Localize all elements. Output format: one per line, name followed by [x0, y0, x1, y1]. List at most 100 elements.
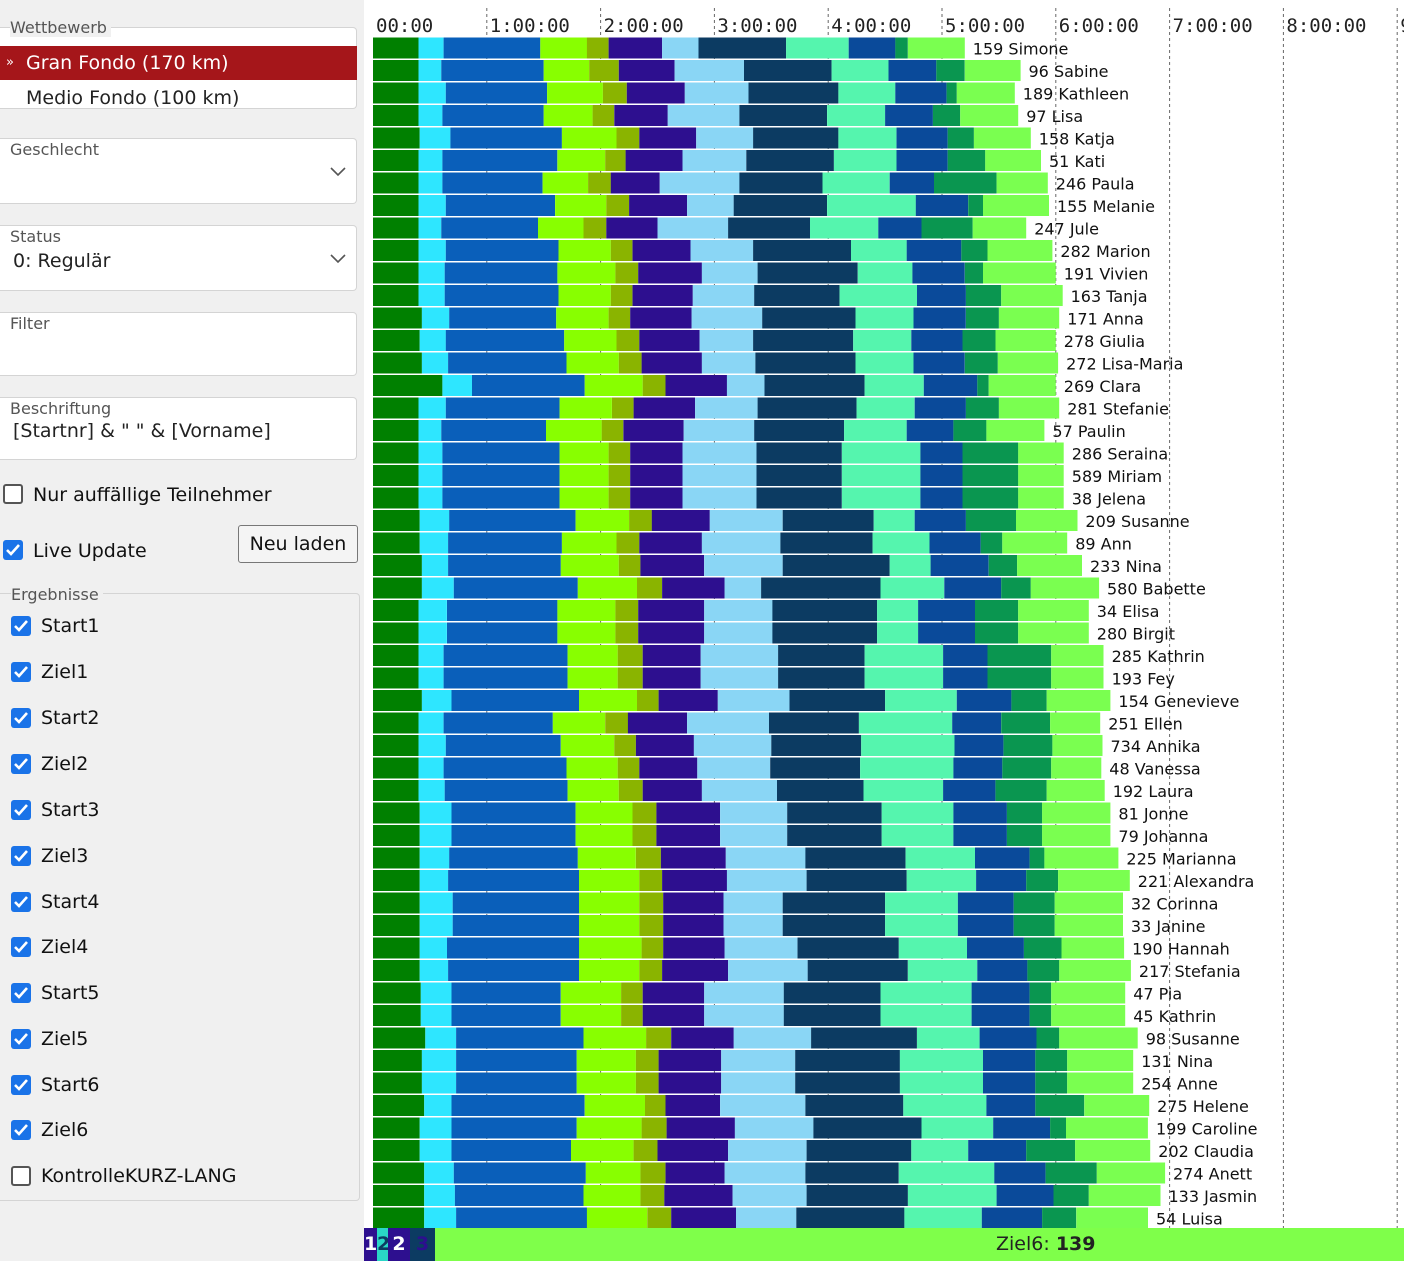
bar-segment — [720, 825, 788, 846]
bar-segment — [615, 600, 639, 621]
ergebnis-checkbox[interactable] — [11, 662, 31, 682]
status-label: Status — [10, 227, 61, 246]
row-label: 254 Anne — [1141, 1075, 1218, 1094]
bar-segment — [623, 420, 684, 441]
bar-segment — [1076, 1207, 1148, 1228]
bar-segment — [1067, 1050, 1134, 1071]
bar-segment — [972, 217, 1027, 239]
status-select[interactable]: Status 0: Regulär — [0, 225, 357, 291]
bar-segment — [444, 285, 559, 306]
ergebnis-checkbox[interactable] — [11, 892, 31, 912]
filter-field[interactable]: Filter — [0, 312, 357, 376]
bar-segment — [782, 555, 890, 576]
ergebnis-checkbox[interactable] — [11, 1075, 31, 1095]
ergebnis-checkbox[interactable] — [11, 616, 31, 636]
bar-segment — [968, 1140, 1027, 1161]
geschlecht-select[interactable]: Geschlecht — [0, 138, 357, 204]
bar-segment — [997, 352, 1059, 374]
competition-item-gran-fondo[interactable]: » Gran Fondo (170 km) — [0, 46, 357, 80]
bar-segment — [608, 307, 631, 329]
ergebnis-checkbox[interactable] — [11, 754, 31, 774]
ergebnis-checkbox[interactable] — [11, 937, 31, 957]
bar-segment — [444, 262, 558, 284]
row-label: 57 Paulin — [1052, 422, 1125, 441]
row-label: 247 Jule — [1034, 220, 1099, 239]
competition-item-medio-fondo[interactable]: Medio Fondo (100 km) — [0, 81, 357, 115]
bar-segment — [1018, 487, 1064, 509]
bar-segment — [831, 60, 889, 81]
bar-segment — [373, 330, 420, 351]
beschriftung-field[interactable]: Beschriftung [Startnr] & " " & [Vorname] — [0, 397, 357, 460]
bar-segment — [579, 915, 640, 936]
bar-segment — [639, 870, 663, 891]
ergebnis-checkbox[interactable] — [11, 1029, 31, 1049]
bar-segment — [1035, 1095, 1085, 1116]
bar-segment — [373, 532, 420, 554]
bar-segment — [721, 1072, 796, 1094]
bar-segment — [448, 870, 579, 891]
bar-segment — [651, 510, 710, 531]
wettbewerb-listbox[interactable]: » Gran Fondo (170 km) Medio Fondo (100 k… — [0, 27, 357, 109]
bar-segment — [700, 645, 779, 666]
bar-segment — [971, 982, 1030, 1004]
bar-segment — [418, 37, 444, 59]
bar-segment — [895, 82, 947, 104]
ergebnis-label: Ziel4 — [41, 936, 89, 958]
bar-segment — [373, 465, 419, 486]
bar-segment — [1017, 555, 1082, 576]
nur-auffaellige-checkbox[interactable] — [3, 484, 23, 504]
ergebnis-label: KontrolleKURZ-LANG — [41, 1165, 237, 1187]
ergebnis-checkbox[interactable] — [11, 800, 31, 820]
bar-segment — [451, 1095, 585, 1116]
bar-segment — [448, 352, 567, 374]
bar-segment — [934, 172, 997, 194]
bar-segment — [660, 847, 726, 869]
bar-segment — [858, 712, 953, 734]
bar-segment — [920, 442, 963, 464]
bar-segment — [445, 735, 561, 756]
bar-segment — [642, 780, 702, 801]
bar-segment — [682, 442, 757, 464]
bar-segment — [987, 667, 1052, 689]
live-update-checkbox[interactable] — [3, 540, 23, 560]
bar-segment — [556, 307, 609, 329]
ergebnis-checkbox[interactable] — [11, 983, 31, 1003]
row-label: 81 Jonne — [1118, 805, 1188, 824]
ergebnis-checkbox[interactable] — [11, 1166, 31, 1186]
bar-segment — [451, 825, 576, 846]
check-icon — [14, 1124, 28, 1136]
bar-segment — [616, 330, 640, 351]
beschriftung-value: [Startnr] & " " & [Vorname] — [13, 420, 271, 442]
bar-segment — [682, 487, 757, 509]
ergebnis-label: Start2 — [41, 707, 100, 729]
bar-segment — [895, 37, 908, 59]
bar-segment — [635, 847, 661, 869]
bar-segment — [699, 330, 754, 351]
bar-segment — [373, 262, 419, 284]
bar-segment — [627, 712, 688, 734]
bar-segment — [543, 60, 590, 81]
bar-segment — [373, 690, 422, 711]
bar-segment — [418, 645, 444, 666]
bar-segment — [373, 577, 422, 599]
bar-segment — [657, 217, 729, 239]
x-tick-label: 00:00 — [376, 15, 433, 37]
row-label: 192 Laura — [1113, 782, 1194, 801]
bar-segment — [841, 465, 921, 486]
bar-segment — [642, 1005, 705, 1026]
bar-segment — [419, 510, 450, 531]
ergebnis-checkbox[interactable] — [11, 708, 31, 728]
ergebnis-checkbox[interactable] — [11, 846, 31, 866]
bar-segment — [965, 307, 999, 329]
bar-segment — [418, 82, 446, 104]
ergebnis-checkbox[interactable] — [11, 1120, 31, 1140]
bar-segment — [557, 600, 616, 621]
bar-segment — [1059, 1027, 1138, 1049]
bar-segment — [664, 1185, 733, 1206]
check-icon — [14, 987, 28, 999]
reload-button[interactable]: Neu laden — [238, 525, 358, 563]
bar-segment — [748, 82, 839, 104]
bar-segment — [733, 195, 827, 216]
row-label: 246 Paula — [1056, 175, 1135, 194]
bar-segment — [795, 1050, 900, 1071]
